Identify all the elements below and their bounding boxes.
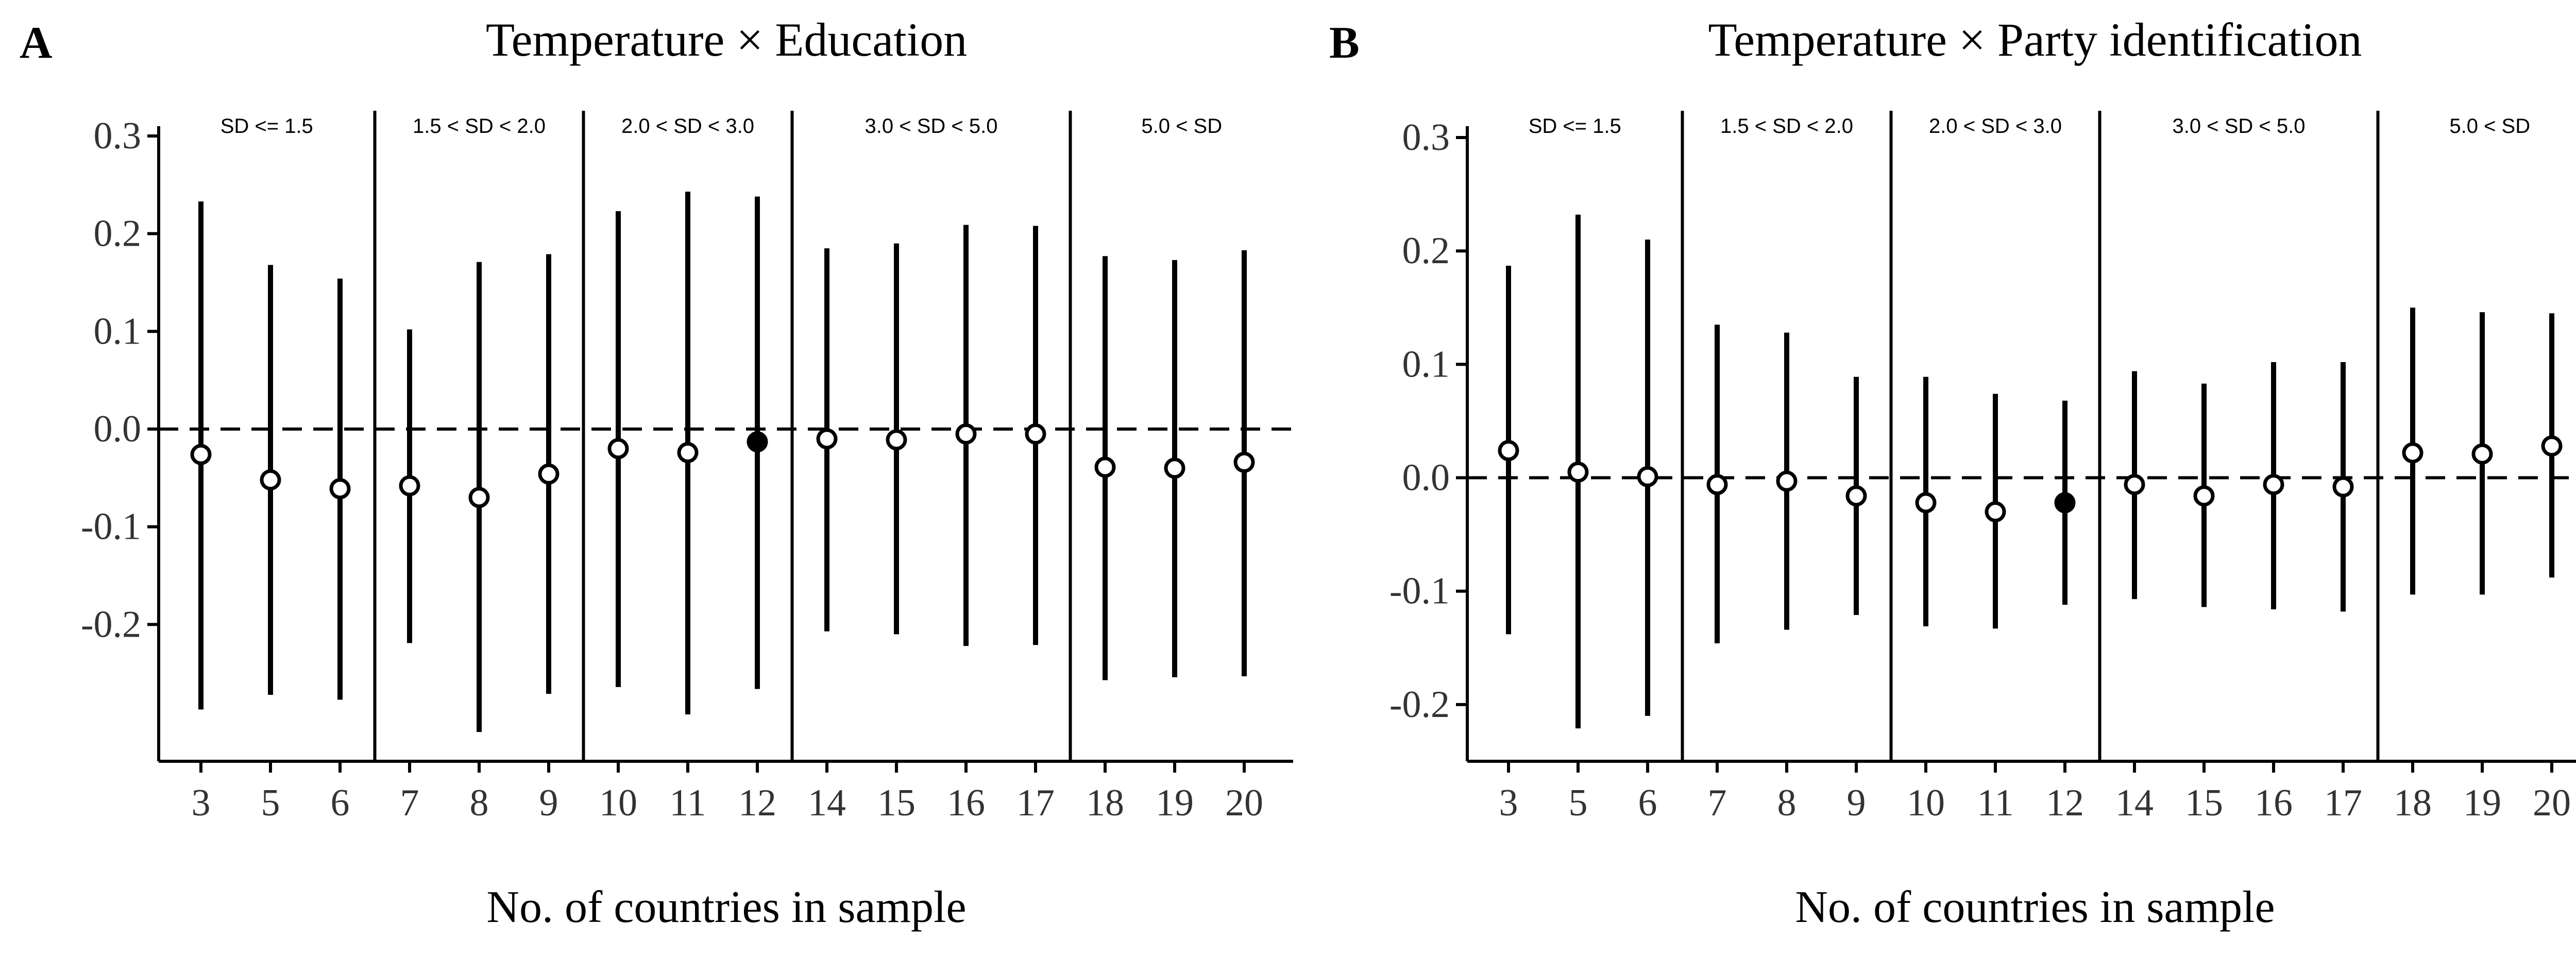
panel-b-point-estimate [2054, 492, 2076, 514]
panel-a-point-estimate [260, 469, 281, 491]
panel-b-x-tick-label: 5 [1569, 782, 1588, 824]
panel-b-x-tick-label: 10 [1907, 782, 1945, 824]
panel-a-point-estimate [1025, 423, 1046, 445]
panel-b: B Temperature × Party identification No.… [1329, 13, 2576, 932]
panel-a-x-tick-label: 8 [470, 782, 489, 824]
panel-b-x-tick-label: 17 [2324, 782, 2362, 824]
panel-b-group-label: SD <= 1.5 [1529, 115, 1621, 138]
panel-b-x-tick-label: 14 [2115, 782, 2154, 824]
panel-b-point-estimate [2193, 485, 2215, 507]
panel-a-group-label: 1.5 < SD < 2.0 [413, 115, 546, 138]
panel-b-point-estimate [2541, 435, 2563, 457]
panel-a-x-tick-label: 7 [400, 782, 419, 824]
panel-b-title: Temperature × Party identification [1708, 13, 2362, 66]
panel-a-point-estimate [1094, 456, 1116, 478]
panel-a-point-estimate [607, 438, 629, 459]
panel-a-group-label: 5.0 < SD [1141, 115, 1222, 138]
panel-a-x-tick-label: 18 [1086, 782, 1124, 824]
panel-a-x-tick-label: 11 [669, 782, 706, 824]
panel-a-x-tick-label: 10 [599, 782, 637, 824]
panel-a-point-estimate [329, 478, 351, 500]
panel-b-x-tick-label: 16 [2255, 782, 2293, 824]
panel-b-point-estimate [1776, 470, 1798, 492]
panel-a-x-tick-label: 20 [1225, 782, 1263, 824]
panel-b-x-tick-label: 12 [2046, 782, 2084, 824]
panel-b-group-label: 5.0 < SD [2449, 115, 2530, 138]
panel-b-point-estimate [2471, 443, 2493, 465]
panel-b-x-tick-label: 20 [2533, 782, 2571, 824]
panel-a-point-estimate [399, 475, 420, 497]
panel-a-x-tick-label: 15 [877, 782, 916, 824]
panel-a: A Temperature × Education No. of countri… [20, 13, 1293, 932]
panel-a-point-estimate [468, 487, 490, 508]
panel-a-x-tick-label: 19 [1156, 782, 1194, 824]
panel-b-y-tick-label: 0.3 [1402, 116, 1450, 159]
panel-b-x-tick-label: 11 [1977, 782, 2013, 824]
panel-a-x-tick-label: 17 [1016, 782, 1055, 824]
panel-a-x-axis-title: No. of countries in sample [486, 882, 966, 932]
panel-b-x-tick-label: 15 [2185, 782, 2223, 824]
panel-b-point-estimate [2263, 474, 2284, 495]
panel-b-y-tick-label: 0.2 [1402, 230, 1450, 272]
panel-b-y-tick-label: 0.1 [1402, 343, 1450, 385]
panel-a-x-tick-label: 6 [331, 782, 350, 824]
panel-b-x-axis-title: No. of countries in sample [1795, 882, 2275, 932]
panel-a-point-estimate [190, 443, 212, 465]
panel-a-point-estimate [1164, 457, 1185, 479]
panel-a-x-tick-label: 3 [192, 782, 211, 824]
panel-b-x-tick-label: 8 [1777, 782, 1797, 824]
panel-a-point-estimate [955, 423, 977, 445]
panel-a-point-estimate [747, 431, 768, 453]
panel-a-y-tick-label: -0.1 [81, 506, 141, 548]
panel-b-group-label: 3.0 < SD < 5.0 [2173, 115, 2306, 138]
panel-b-x-tick-label: 6 [1638, 782, 1657, 824]
panel-b-group-label: 2.0 < SD < 3.0 [1929, 115, 2062, 138]
panel-b-point-estimate [2124, 474, 2145, 495]
panel-b-x-tick-label: 18 [2394, 782, 2432, 824]
panel-a-point-estimate [1233, 452, 1255, 473]
panel-a-y-tick-label: -0.2 [81, 603, 141, 645]
panel-b-x-tick-label: 19 [2463, 782, 2501, 824]
panel-b-point-estimate [1706, 474, 1728, 495]
panel-b-group-label: 1.5 < SD < 2.0 [1720, 115, 1853, 138]
panel-a-x-tick-label: 14 [808, 782, 846, 824]
panel-a-x-tick-label: 16 [947, 782, 985, 824]
panel-a-point-estimate [816, 428, 838, 450]
panel-b-point-estimate [2402, 442, 2424, 464]
panel-b-plot-area: 0.3 0.2 0.1 0.0 -0.1 -0.2 3 5 6 7 8 9 10 11 12 14 15 16 17… [1389, 111, 2576, 824]
panel-b-x-tick-label: 3 [1499, 782, 1518, 824]
panel-b-point-estimate [1637, 466, 1658, 487]
panel-a-group-label: 3.0 < SD < 5.0 [865, 115, 998, 138]
panel-a-x-tick-label: 9 [539, 782, 558, 824]
panel-a-group-label: 2.0 < SD < 3.0 [621, 115, 754, 138]
panel-a-point-estimate [886, 429, 907, 451]
panel-a-y-tick-label: 0.0 [94, 408, 142, 450]
panel-a-y-tick-label: 0.3 [94, 115, 142, 157]
panel-b-y-tick-label: -0.2 [1389, 683, 1450, 726]
panel-a-title: Temperature × Education [486, 13, 967, 66]
panel-b-point-estimate [1498, 440, 1519, 462]
panel-b-point-estimate [2332, 476, 2354, 498]
panel-b-point-estimate [1915, 492, 1937, 514]
panel-b-point-estimate [1845, 485, 1867, 507]
panel-b-y-tick-label: 0.0 [1402, 457, 1450, 499]
panel-b-point-estimate [1985, 501, 2006, 523]
panel-a-plot-area: 0.3 0.2 0.1 0.0 -0.1 -0.2 3 5 6 7 8 9 10 11 12 14 15 16 17… [81, 111, 1293, 824]
panel-b-point-estimate [1567, 462, 1589, 483]
panel-a-x-tick-label: 5 [261, 782, 280, 824]
panel-b-y-tick-label: -0.1 [1389, 570, 1450, 612]
panel-a-group-label: SD <= 1.5 [221, 115, 313, 138]
panel-a-point-estimate [538, 463, 560, 485]
panel-a-y-tick-label: 0.1 [94, 310, 142, 352]
panel-b-x-tick-label: 9 [1847, 782, 1866, 824]
panel-a-y-tick-label: 0.2 [94, 213, 142, 255]
panel-a-point-estimate [677, 442, 699, 464]
panel-letter-a: A [20, 18, 53, 68]
panel-letter-b: B [1329, 18, 1360, 68]
panel-a-x-tick-label: 12 [738, 782, 776, 824]
panel-b-x-tick-label: 7 [1708, 782, 1727, 824]
